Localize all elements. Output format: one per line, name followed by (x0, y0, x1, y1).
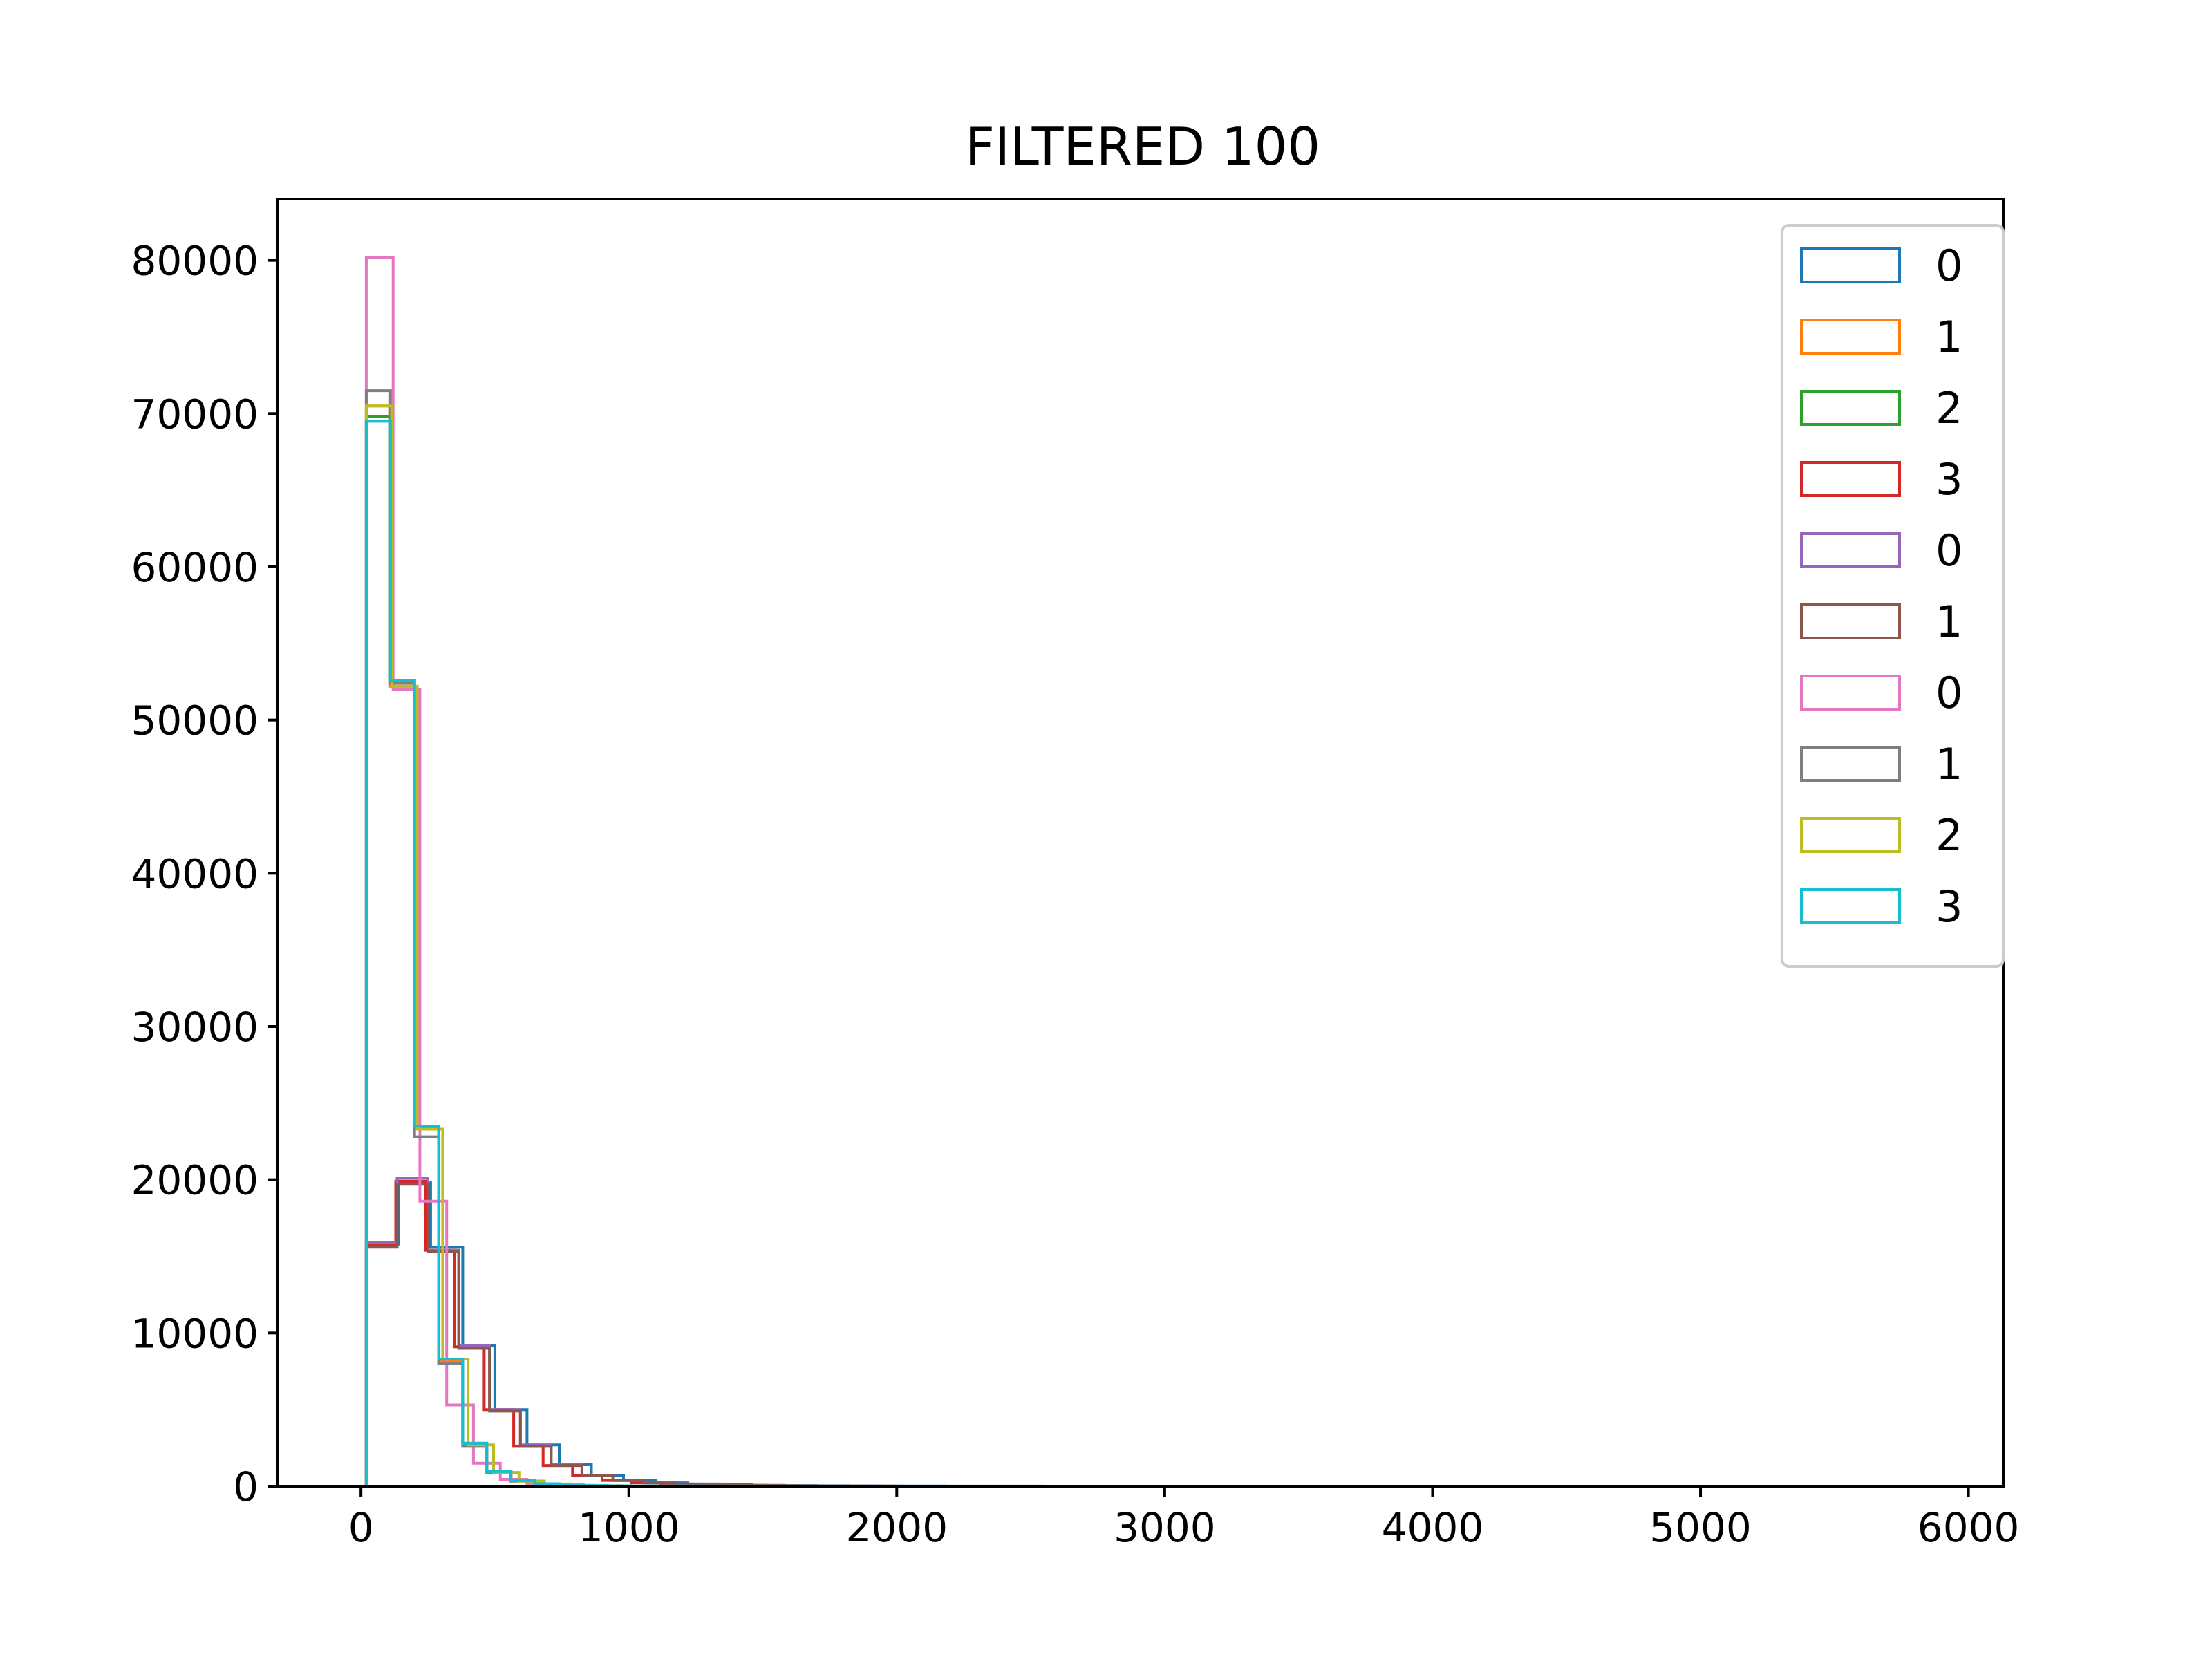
legend-label: 1 (1936, 739, 1962, 789)
y-tick-label: 0 (233, 1463, 259, 1510)
legend-label: 0 (1936, 668, 1962, 718)
legend-label: 1 (1936, 597, 1962, 647)
x-tick-label: 0 (348, 1504, 374, 1551)
legend-swatch (1800, 603, 1901, 639)
x-axis: 0 1000 2000 3000 4000 5000 6000 (348, 1486, 2020, 1551)
y-tick-label: 50000 (131, 697, 259, 744)
y-tick-label: 40000 (131, 850, 259, 897)
legend-label: 0 (1936, 241, 1962, 291)
legend-swatch (1800, 817, 1901, 853)
legend-label: 3 (1936, 454, 1962, 505)
y-tick-label: 20000 (131, 1157, 259, 1204)
legend-swatch (1800, 675, 1901, 711)
legend-label: 0 (1936, 525, 1962, 576)
legend: 0 1 2 3 0 1 0 1 2 3 (1781, 224, 2005, 968)
legend-label: 2 (1936, 810, 1962, 861)
x-tick-label: 3000 (1114, 1504, 1216, 1551)
y-axis: 0 10000 20000 30000 40000 50000 60000 70000 8000… (131, 238, 278, 1510)
legend-frame (1781, 224, 2005, 968)
legend-swatch (1800, 888, 1901, 924)
x-tick-label: 4000 (1382, 1504, 1484, 1551)
legend-swatch (1800, 532, 1901, 568)
legend-swatch (1800, 247, 1901, 283)
legend-label: 1 (1936, 312, 1962, 362)
y-tick-label: 80000 (131, 238, 259, 285)
legend-swatch (1800, 319, 1901, 355)
legend-label: 3 (1936, 881, 1962, 932)
y-tick-label: 10000 (131, 1310, 259, 1357)
x-tick-label: 2000 (845, 1504, 948, 1551)
y-tick-label: 30000 (131, 1004, 259, 1051)
x-tick-label: 1000 (578, 1504, 680, 1551)
y-tick-label: 60000 (131, 544, 259, 591)
x-tick-label: 6000 (1918, 1504, 2020, 1551)
y-tick-label: 70000 (131, 391, 259, 438)
legend-swatch (1800, 461, 1901, 497)
chart-title: FILTERED 100 (965, 116, 1320, 177)
legend-swatch (1800, 746, 1901, 782)
legend-swatch (1800, 390, 1901, 426)
legend-label: 2 (1936, 383, 1962, 433)
x-tick-label: 5000 (1649, 1504, 1752, 1551)
